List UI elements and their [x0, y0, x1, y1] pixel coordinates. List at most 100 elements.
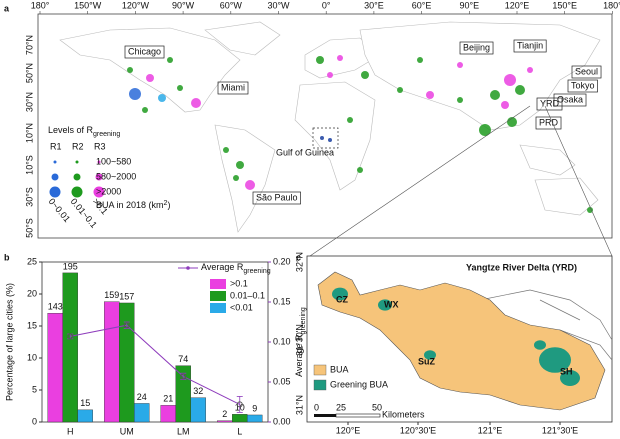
y2-tick-label: 0.10 [273, 336, 291, 346]
city-dot [457, 62, 463, 68]
city-dot [177, 85, 183, 91]
legend-level: R3 [94, 141, 106, 151]
legend-label: BUA [330, 364, 349, 374]
legend-swatch [210, 303, 226, 313]
lon-label: 30°W [267, 0, 290, 10]
city-box [459, 41, 494, 55]
legend-swatch [210, 279, 226, 289]
lon-label: 60°E [412, 0, 432, 10]
city-label: YRD [540, 98, 560, 108]
city-box [535, 116, 562, 130]
y-tick-label: 20 [27, 288, 37, 298]
scale-label: 0 [314, 402, 319, 412]
legend-swatch [313, 379, 327, 391]
bar [232, 414, 248, 423]
land [59, 27, 241, 113]
greening-patch [560, 370, 580, 386]
legend-label: 0.01–0.1 [230, 290, 265, 300]
greening-patch [424, 350, 436, 360]
legend-level: R1 [50, 141, 62, 151]
city-dot [417, 57, 423, 63]
y-tick-label: 0 [32, 416, 37, 426]
bar [160, 405, 176, 423]
land [359, 21, 601, 131]
legend-label: Average Rgreening [201, 262, 271, 274]
panel-label: c [296, 252, 301, 262]
lon-label: 120°W [122, 0, 150, 10]
gulf-box [312, 127, 339, 149]
city-label: Beijing [463, 42, 490, 52]
city-label: Tianjin [517, 40, 543, 50]
bar [104, 301, 120, 423]
lat-label: 10°S [24, 155, 34, 175]
bar-count: 157 [119, 291, 134, 301]
lon-label: 150°W [74, 0, 102, 10]
y2-axis-label-main: Average R [294, 334, 304, 377]
city-dot [507, 117, 517, 127]
lon-label: 150°E [552, 0, 577, 10]
legend-dot [73, 173, 81, 181]
legend-point [186, 266, 190, 270]
panel-label: a [4, 3, 10, 13]
legend-title-sub: greening [93, 131, 120, 138]
legend-title: Levels of Rgreening [48, 125, 120, 137]
lat-label: 32°N [294, 252, 304, 272]
bar-count: 74 [178, 354, 188, 364]
y2-axis-label-sub: greening [300, 307, 307, 334]
panel-label: b [4, 252, 10, 262]
average-point [236, 401, 243, 408]
city-dot [515, 85, 525, 95]
city-dot [479, 124, 491, 136]
scale-label: 50 [372, 402, 382, 412]
land [214, 124, 276, 233]
lon-label: 120°30'E [400, 425, 436, 435]
bar [217, 420, 233, 423]
place-label: WX [384, 299, 399, 309]
legend-level: R2 [72, 141, 84, 151]
zoom-line [544, 105, 613, 257]
greening-patch [378, 299, 392, 311]
bar-count: 24 [137, 392, 147, 402]
city-dot [490, 90, 500, 100]
city-box [553, 93, 587, 107]
bar [175, 365, 191, 423]
greening-patch [534, 340, 546, 350]
x-tick-label: H [67, 426, 74, 436]
lon-label: 90°W [172, 0, 195, 10]
city-dot [146, 74, 154, 82]
bar-count: 9 [252, 403, 257, 413]
legend-size-title-end: ) [167, 200, 170, 210]
legend-dot [51, 173, 59, 181]
city-dot [328, 138, 332, 142]
city-dot [504, 74, 516, 86]
legend-dot [93, 186, 105, 198]
city-dot [233, 175, 239, 181]
city-label: São Paulo [256, 192, 298, 202]
city-dot [129, 88, 141, 100]
city-dot [347, 117, 353, 123]
city-box [536, 97, 563, 111]
place-label: SuZ [418, 356, 436, 366]
city-dot [320, 136, 324, 140]
legend-swatch [313, 364, 327, 376]
city-dot [501, 101, 509, 109]
city-dot [587, 207, 593, 213]
city-box [217, 81, 249, 95]
place-label: SH [560, 366, 573, 376]
legend-size: 580~2000 [96, 171, 136, 181]
legend-dot [95, 173, 103, 181]
bar [62, 272, 78, 423]
scale-bar [335, 413, 381, 418]
bar [247, 414, 263, 423]
lon-label: 30°E [364, 0, 384, 10]
lon-label: 180° [31, 0, 50, 10]
x-tick-label: L [237, 426, 242, 436]
city-dot [337, 55, 343, 61]
legend-dot [49, 186, 61, 198]
y2-tick-label: 0.00 [273, 416, 291, 426]
lon-label: 121°30'E [542, 425, 578, 435]
bar-count: 15 [80, 398, 90, 408]
city-box [252, 191, 301, 205]
average-point [180, 373, 187, 380]
